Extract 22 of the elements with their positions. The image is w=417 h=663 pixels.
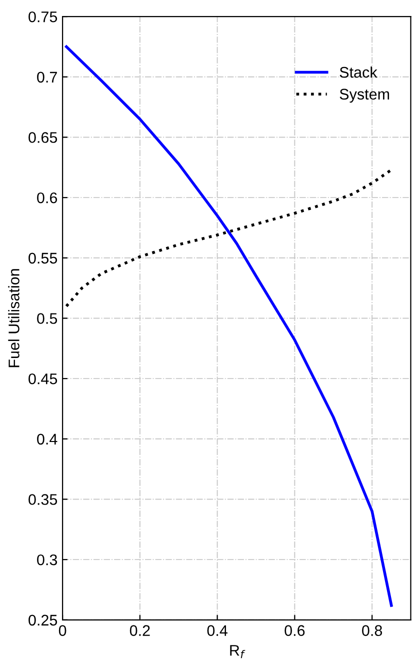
y-tick-label: 0.3 xyxy=(37,554,58,566)
x-tick-label: 0.4 xyxy=(207,625,228,636)
y-tick-label: 0.4 xyxy=(37,434,58,445)
line-series xyxy=(65,45,393,607)
legend-label: Stack xyxy=(340,66,378,78)
y-axis-title: Fuel Utilisation xyxy=(8,269,20,368)
x-tick-label: 0.6 xyxy=(284,625,305,636)
y-tick-label: 0.55 xyxy=(28,252,58,264)
y-tick-label: 0.6 xyxy=(37,192,58,204)
line-series xyxy=(65,168,393,308)
y-tick-label: 0.5 xyxy=(37,313,58,324)
x-tick-label: 0.2 xyxy=(130,625,150,636)
y-tick-label: 0.7 xyxy=(37,72,57,83)
y-tick-label: 0.65 xyxy=(28,132,58,143)
y-tick-label: 0.35 xyxy=(28,494,58,505)
x-axis-title: R$_{f}$ xyxy=(230,645,246,658)
y-tick-label: 0.25 xyxy=(28,614,58,626)
y-tick-label: 0.75 xyxy=(28,11,58,22)
x-tick-label: 0 xyxy=(58,625,66,636)
x-tick-label: 0.8 xyxy=(362,625,382,636)
y-tick-label: 0.45 xyxy=(28,373,58,384)
legend-label: System xyxy=(340,88,390,103)
